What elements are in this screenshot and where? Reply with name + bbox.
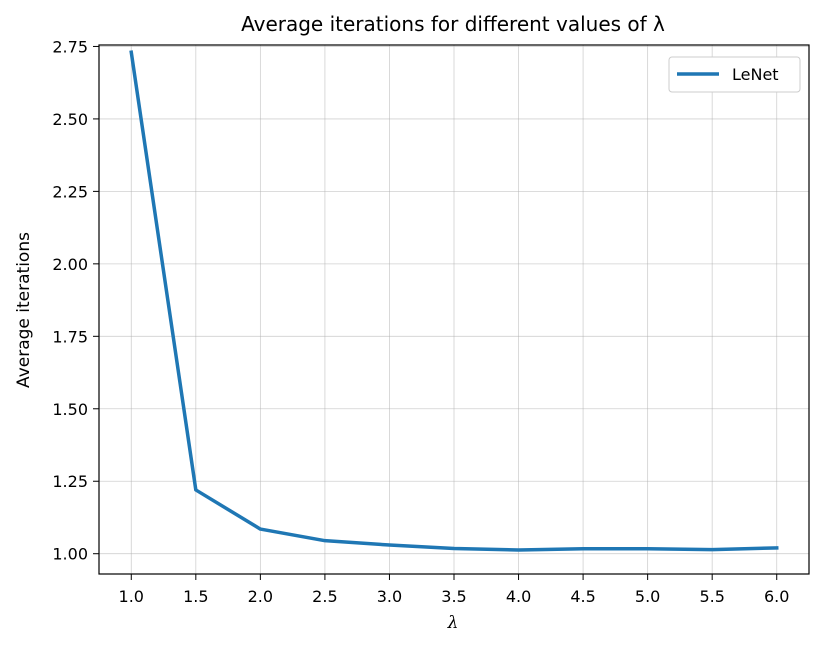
y-axis-label: Average iterations [14,232,34,388]
x-tick-label: 3.5 [441,587,466,606]
y-tick-label: 1.25 [52,472,88,491]
x-tick-label: 5.5 [699,587,724,606]
y-tick-label: 2.50 [52,110,88,129]
x-tick-label: 1.5 [183,587,208,606]
y-tick-label: 2.75 [52,37,88,56]
y-tick-label: 1.50 [52,400,88,419]
x-tick-label: 2.0 [248,587,273,606]
x-axis-ticks: 1.0 1.5 2.0 2.5 3.0 3.5 4.0 4.5 5.0 5.5 6.0 [119,574,789,606]
x-tick-label: 4.0 [506,587,531,606]
x-tick-label: 4.5 [570,587,595,606]
x-tick-label: 3.0 [377,587,402,606]
y-tick-label: 2.00 [52,255,88,274]
x-tick-label: 6.0 [764,587,789,606]
x-axis-label: λ [447,613,459,633]
chart-title: Average iterations for different values … [241,12,665,36]
y-tick-label: 1.00 [52,545,88,564]
grid [99,45,809,574]
y-tick-label: 1.75 [52,327,88,346]
legend-box [668,56,801,93]
series-layer [129,50,779,552]
y-tick-label: 2.25 [52,182,88,201]
x-tick-label: 5.0 [635,587,660,606]
x-tick-label: 1.0 [119,587,144,606]
x-tick-label: 2.5 [312,587,337,606]
legend-label-lenet: LeNet [732,65,779,84]
legend: LeNet [668,56,801,93]
y-axis-ticks: 1.00 1.25 1.50 1.75 2.00 2.25 2.50 2.75 [52,37,99,564]
